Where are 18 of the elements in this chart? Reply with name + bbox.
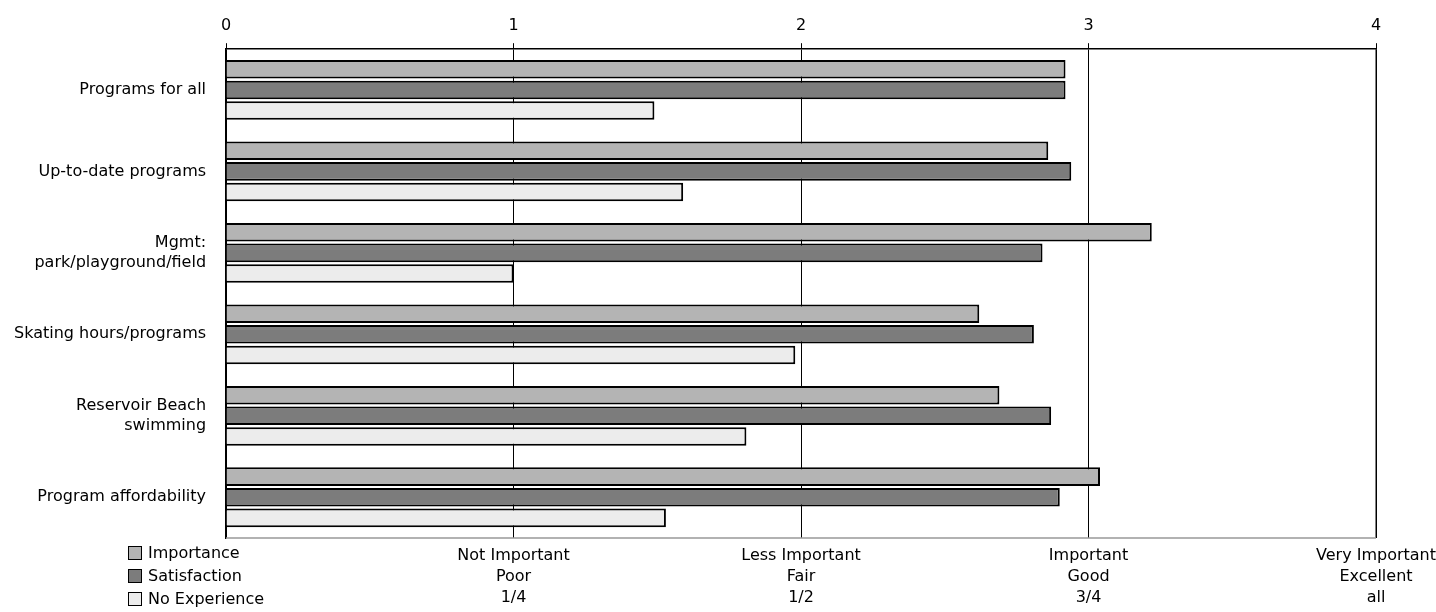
- legend-label: Satisfaction: [148, 565, 242, 587]
- text: Important Good 3/4: [1048, 545, 1129, 607]
- y-tick-label: Programs for all: [79, 79, 207, 99]
- y-tick-label: Program affordability: [37, 486, 207, 506]
- y-tick-label: Reservoir Beach swimming: [76, 395, 207, 434]
- text: Very Important Excellent all: [1316, 545, 1436, 607]
- text: Not Important Poor 1/4: [457, 545, 570, 607]
- text: Less Important Fair 1/2: [741, 545, 861, 607]
- x-tick-label: 1: [508, 14, 519, 34]
- x-tick-label: 4: [1370, 14, 1382, 34]
- y-tick-label: Mgmt: park/playground/field: [34, 232, 207, 271]
- x-tick-label: 3: [1083, 14, 1094, 34]
- legend-label: No Experience: [148, 588, 265, 610]
- y-tick-label: Skating hours/programs: [13, 323, 207, 343]
- x-tick-label: 0: [220, 14, 232, 34]
- x-tick-label: 2: [795, 14, 807, 34]
- legend-label: Importance: [148, 542, 240, 564]
- y-tick-label: Up-to-date programs: [38, 160, 207, 180]
